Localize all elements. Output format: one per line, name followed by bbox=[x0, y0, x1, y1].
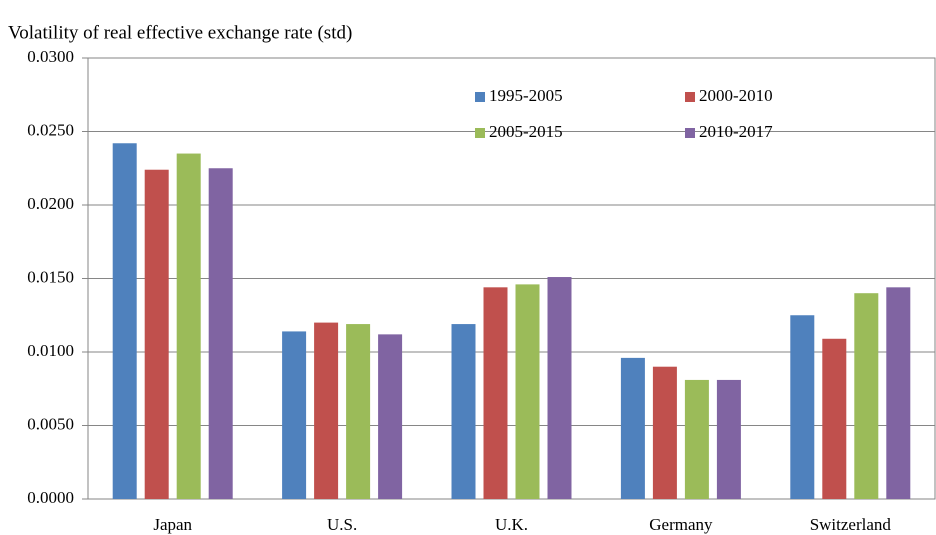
bar bbox=[620, 357, 645, 499]
x-tick-label: Japan bbox=[153, 515, 192, 534]
x-tick-label: Switzerland bbox=[810, 515, 892, 534]
legend-label: 2010-2017 bbox=[699, 122, 773, 141]
bar bbox=[112, 143, 137, 499]
bar bbox=[716, 379, 741, 499]
bar bbox=[854, 293, 879, 499]
bar bbox=[886, 287, 911, 499]
bar bbox=[547, 277, 572, 499]
bar bbox=[314, 322, 339, 499]
y-tick-label: 0.0250 bbox=[27, 120, 74, 139]
bar bbox=[378, 334, 403, 499]
bar bbox=[208, 168, 233, 499]
y-tick-label: 0.0000 bbox=[27, 488, 74, 507]
legend-swatch bbox=[685, 92, 695, 102]
chart-title: Volatility of real effective exchange ra… bbox=[8, 22, 352, 43]
bar bbox=[822, 338, 847, 499]
bar bbox=[652, 366, 677, 499]
bar bbox=[515, 284, 540, 499]
x-tick-label: U.K. bbox=[495, 515, 528, 534]
legend-label: 2000-2010 bbox=[699, 86, 773, 105]
y-tick-label: 0.0050 bbox=[27, 414, 74, 433]
x-tick-label: Germany bbox=[649, 515, 713, 534]
bar bbox=[451, 324, 476, 499]
x-tick-label: U.S. bbox=[327, 515, 357, 534]
legend-swatch bbox=[475, 128, 485, 138]
bar bbox=[176, 153, 201, 500]
legend-label: 1995-2005 bbox=[489, 86, 563, 105]
bar bbox=[483, 287, 508, 499]
legend-label: 2005-2015 bbox=[489, 122, 563, 141]
bar bbox=[346, 324, 371, 499]
legend-swatch bbox=[475, 92, 485, 102]
y-tick-label: 0.0200 bbox=[27, 194, 74, 213]
bar bbox=[144, 169, 169, 499]
y-tick-label: 0.0150 bbox=[27, 267, 74, 286]
y-tick-label: 0.0100 bbox=[27, 341, 74, 360]
bar bbox=[790, 315, 815, 499]
legend-swatch bbox=[685, 128, 695, 138]
bar bbox=[282, 331, 307, 499]
bar bbox=[684, 379, 709, 499]
y-tick-label: 0.0300 bbox=[27, 47, 74, 66]
